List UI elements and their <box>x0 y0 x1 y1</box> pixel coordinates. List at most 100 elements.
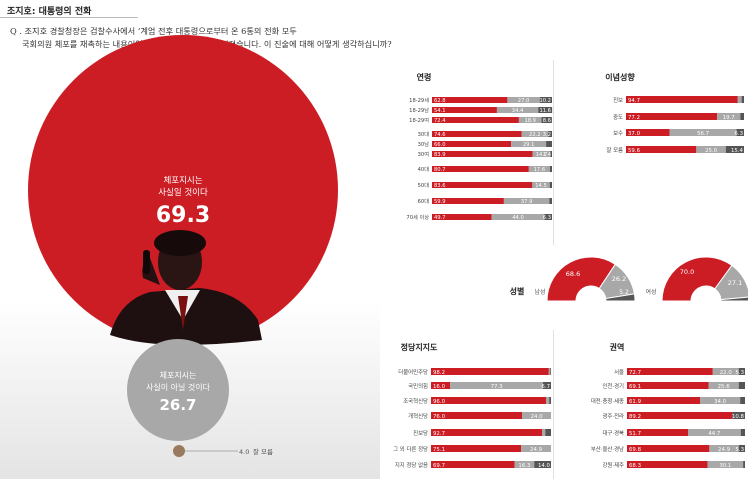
bar-segment-unknown <box>732 412 745 419</box>
bar-value-disagree: 17.6 <box>534 167 546 173</box>
bar-group-title-정당지지도: 정당지지도 <box>401 342 438 352</box>
bar-value-agree: 69.1 <box>629 384 641 390</box>
bar-value-agree: 96.0 <box>433 399 446 405</box>
question-line-1: Q . 조지호 경찰청장은 검찰수사에서 ‘계엄 전후 대통령으로부터 온 6통… <box>10 26 297 36</box>
bubble-gray-label-2: 사실이 아닐 것이다 <box>146 382 211 392</box>
bar-segment-disagree <box>696 146 726 153</box>
bubble-red <box>28 35 338 345</box>
pie-female-value-disagree: 27.1 <box>728 279 742 287</box>
bar-group-title-이념성향: 이념성향 <box>605 72 635 82</box>
bar-segment-disagree <box>522 412 551 419</box>
bar-value-unknown: 6.3 <box>734 131 743 137</box>
bar-segment-agree <box>432 97 508 103</box>
bar-value-disagree: 34.4 <box>512 108 524 114</box>
portrait-tie <box>178 296 188 330</box>
bar-segment-unknown <box>549 182 552 188</box>
bar-segment-agree <box>626 146 697 153</box>
bar-category-label: 60대 <box>418 197 430 205</box>
bar-value-unknown: 10.2 <box>539 98 551 104</box>
bar-value-disagree: 25.6 <box>718 384 731 390</box>
bar-segment-agree <box>627 429 689 436</box>
pie-female-label: 여성 <box>645 288 656 296</box>
bar-value-disagree: 27.0 <box>518 98 530 104</box>
bar-segment-unknown <box>550 151 552 157</box>
bar-value-unknown: 11.6 <box>539 108 551 114</box>
bar-value-disagree: 56.7 <box>697 131 709 137</box>
bar-segment-agree <box>431 445 522 452</box>
bar-value-agree: 83.6 <box>434 183 446 189</box>
bar-segment-unknown <box>550 368 551 375</box>
bar-value-unknown: 5.3 <box>735 370 744 376</box>
bar-value-disagree: 19.7 <box>723 115 735 121</box>
pie-female-slice <box>720 296 748 302</box>
pie-male-label: 남성 <box>534 288 545 296</box>
bar-segment-unknown <box>549 166 552 172</box>
bar-value-unknown: 14.0 <box>538 463 551 469</box>
bar-value-disagree: 29.1 <box>523 142 535 148</box>
bar-segment-unknown <box>538 107 553 113</box>
bar-segment-disagree <box>709 445 739 452</box>
bar-value-agree: 92.7 <box>433 431 445 437</box>
bar-category-label: 진보 <box>613 96 623 104</box>
bar-segment-agree <box>432 131 522 137</box>
bar-segment-unknown <box>736 129 744 136</box>
bar-segment-agree <box>432 166 529 172</box>
bar-segment-unknown <box>740 429 745 436</box>
bar-segment-agree <box>431 382 451 389</box>
bar-value-disagree: 14.5 <box>535 183 547 189</box>
bar-segment-disagree <box>700 397 741 404</box>
column-divider <box>553 60 554 245</box>
bar-segment-disagree <box>518 117 542 123</box>
bar-segment-unknown <box>546 141 552 147</box>
column-divider-bottom <box>553 330 554 479</box>
bar-category-label: 50대 <box>418 181 430 189</box>
bar-segment-unknown <box>740 397 745 404</box>
bar-value-disagree: 37.9 <box>521 199 533 205</box>
bar-value-disagree: 34.0 <box>714 399 727 405</box>
bar-value-agree: 68.3 <box>629 463 641 469</box>
bar-value-unknown: 8.6 <box>543 118 551 124</box>
bar-segment-disagree <box>712 368 739 375</box>
bar-segment-agree <box>627 445 710 452</box>
bar-group-title-권역: 권역 <box>610 342 625 352</box>
bar-value-disagree: 22.0 <box>720 370 733 376</box>
bar-value-agree: 76.0 <box>433 414 446 420</box>
header-tag: 조지호: 대통령의 전화 <box>7 7 92 17</box>
bar-category-label: 30여 <box>418 150 430 158</box>
bar-segment-agree <box>627 461 708 468</box>
bar-segment-disagree <box>491 214 545 220</box>
bar-segment-unknown <box>534 461 551 468</box>
bar-category-label: 30대 <box>418 130 430 138</box>
bar-category-label: 광주·전라 <box>602 412 624 420</box>
bubble-red-value: 69.3 <box>156 203 210 228</box>
bar-value-disagree: 24.0 <box>531 414 544 420</box>
bar-value-unknown: 6.3 <box>543 215 551 221</box>
bar-segment-agree <box>627 412 733 419</box>
bar-value-agree: 98.2 <box>433 370 445 376</box>
bar-value-agree: 16.0 <box>433 384 446 390</box>
bar-segment-disagree <box>532 182 550 188</box>
bar-category-label: 30남 <box>418 140 430 148</box>
bar-category-label: 부산·울산·경남 <box>591 445 624 453</box>
bar-category-label: 진보당 <box>413 429 428 437</box>
bar-value-agree: 62.8 <box>434 98 446 104</box>
bar-segment-agree <box>626 96 738 103</box>
bar-value-agree: 72.4 <box>434 118 446 124</box>
bar-category-label: 국민의힘 <box>408 382 428 390</box>
pie-female-slice <box>661 256 733 302</box>
bar-category-label: 강원·제주 <box>602 461 624 469</box>
bar-segment-disagree <box>514 461 535 468</box>
bar-value-agree: 77.2 <box>628 115 640 121</box>
bar-category-label: 그 외 다른 정당 <box>393 445 428 453</box>
bar-value-disagree: 44.7 <box>708 431 720 437</box>
bar-value-agree: 54.1 <box>434 108 446 114</box>
bar-segment-disagree <box>717 113 741 120</box>
bar-segment-agree <box>432 107 497 113</box>
bar-value-unknown: 5.3 <box>735 447 744 453</box>
bar-segment-disagree <box>542 429 546 436</box>
bar-segment-disagree <box>507 97 540 103</box>
bar-segment-disagree <box>737 96 742 103</box>
bar-value-agree: 49.7 <box>434 215 446 221</box>
bar-segment-disagree <box>707 461 744 468</box>
